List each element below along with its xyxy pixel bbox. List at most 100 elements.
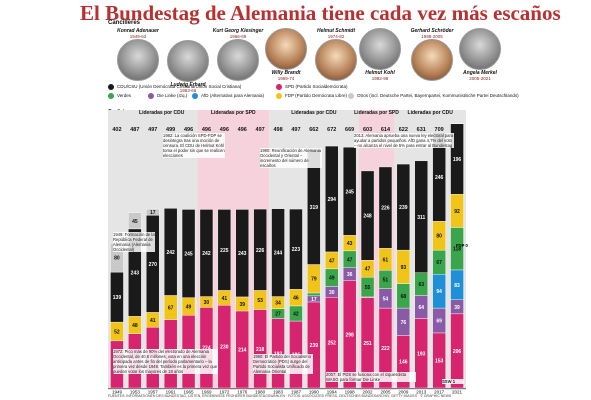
- chancellor-years: 1969-74: [277, 76, 295, 81]
- bar-linke: [432, 307, 446, 334]
- coalition-band: [394, 110, 466, 390]
- bar-value: 68: [401, 294, 407, 300]
- bar-value: 55: [365, 285, 371, 291]
- bar-linke: [307, 295, 321, 303]
- chancellor-portrait: [167, 40, 209, 82]
- bar-value: 64: [418, 305, 424, 311]
- bar-value: 51: [383, 277, 389, 283]
- bar-cdu: [289, 208, 303, 290]
- bar-value: 222: [381, 346, 390, 352]
- bar-value: 34: [275, 301, 281, 307]
- legend-label: Otros (incl. Deutsche Partei, Bayernpart…: [357, 93, 519, 98]
- bar-value: 226: [381, 206, 390, 212]
- bar-value: 67: [436, 260, 442, 266]
- bar-green: [360, 276, 375, 298]
- bar-spd: [217, 305, 232, 389]
- bar-cdu: [271, 208, 285, 297]
- bar-value: 248: [363, 214, 372, 220]
- legend-item-4: AfD (Alternativa para Alemania): [192, 92, 264, 100]
- bar-linke: [396, 307, 411, 336]
- annotation-1990: 1990: Reunificación de Alemania Occident…: [260, 148, 322, 168]
- total-label: 497: [291, 127, 300, 133]
- chancellor-portrait: [315, 39, 357, 81]
- bar-value: 196: [453, 157, 462, 163]
- bar-value: 206: [453, 349, 462, 355]
- bar-value: 226: [256, 248, 265, 254]
- bar-fdp: [342, 235, 357, 252]
- total-label: 672: [327, 127, 336, 133]
- bar-value: 193: [417, 351, 426, 357]
- legend-item-5: FDP (Partido Demócrata Libre): [276, 92, 347, 100]
- annotation-1949: 1949: Formación de la República Federal …: [113, 232, 155, 252]
- bar-value: 311: [417, 215, 425, 221]
- bar-value: 80: [436, 234, 442, 240]
- bar-linke: [378, 288, 393, 309]
- bar-value: 76: [401, 320, 407, 326]
- bar-spd: [307, 301, 321, 389]
- bar-value: 47: [347, 257, 353, 263]
- legend-item-6: Otros (incl. Deutsche Partei, Bayernpart…: [348, 92, 519, 100]
- bar-cdu: [378, 166, 393, 249]
- bar-value: 218: [256, 347, 265, 353]
- bar-value: 94: [436, 289, 442, 295]
- bar-value: 45: [132, 219, 138, 225]
- bar-fdp: [396, 249, 411, 284]
- chancellor-4: Helmut Schmidt 1974-82: [306, 28, 366, 81]
- coalitions-label: Coaliciones: [108, 109, 137, 115]
- bar-cdu: [325, 145, 339, 253]
- bar-value: 43: [347, 241, 353, 247]
- chancellor-years: 2005-2021: [469, 76, 491, 81]
- year-label: 2021: [452, 390, 463, 395]
- bar-value: 92: [454, 209, 460, 215]
- bar-fdp: [289, 289, 303, 307]
- chancellor-years: 1963-66: [179, 88, 197, 93]
- bar-value: 49: [329, 276, 335, 282]
- legend-item-2: Verdes: [108, 92, 131, 100]
- bar-green: [432, 249, 446, 275]
- bar-fdp: [271, 296, 285, 309]
- legend-item-3: Die Linke (Izq.): [148, 92, 187, 100]
- bar-spd: [199, 307, 214, 389]
- legend-swatch: [108, 84, 114, 90]
- annotation-fdp0: FDP 0: [456, 243, 468, 248]
- distribution-note: (en la primera sesión): [203, 117, 252, 123]
- bar-green: [396, 283, 411, 309]
- bar-spd: [414, 318, 428, 389]
- bar-value: 41: [150, 318, 156, 324]
- bar-value: 319: [310, 205, 319, 211]
- bar-green: [342, 250, 357, 268]
- footer-sources: FUENTES: INFORMATIONEN DES BUNDESTAG, LI…: [108, 394, 452, 398]
- bar-fdp: [378, 248, 393, 271]
- bar-value: 245: [184, 252, 193, 258]
- bar-value: 270: [149, 262, 158, 268]
- legend-swatch: [108, 93, 114, 99]
- total-label: 487: [130, 127, 139, 133]
- bar-value: 67: [168, 306, 174, 312]
- annotation-1990b: 1990: El Partido del Socialismo Democrát…: [253, 354, 313, 374]
- bar-value: 63: [418, 282, 424, 288]
- bar-cdu: [146, 214, 160, 313]
- bar-value: 252: [328, 341, 337, 347]
- bar-value: 298: [345, 332, 354, 338]
- legend-item-0: CDU/CSU (Unión Demócrata Cristiana/Unión…: [108, 83, 241, 91]
- chancellor-name: Angela Merkel: [463, 70, 497, 76]
- bar-value: 239: [399, 205, 408, 211]
- bar-fdp: [110, 321, 124, 342]
- chancellor-name: Kurt Georg Kiesinger: [212, 28, 264, 34]
- bar-value: 53: [257, 298, 263, 304]
- bar-value: 83: [454, 283, 460, 289]
- bar-value: 17: [311, 297, 317, 303]
- chancellor-portrait: [459, 28, 501, 70]
- bar-fdp: [128, 316, 142, 334]
- legend-swatch: [148, 93, 154, 99]
- total-label: 498: [273, 127, 282, 133]
- chancellor-portrait: [117, 39, 159, 81]
- bar-fdp: [450, 194, 464, 228]
- bar-linke: [360, 296, 375, 298]
- bar-cdu: [217, 209, 232, 291]
- chancellor-portrait: [265, 28, 307, 70]
- bar-cdu: [235, 209, 249, 298]
- bar-value: 42: [293, 311, 299, 317]
- total-label: 497: [256, 127, 265, 133]
- bar-value: 47: [329, 258, 335, 264]
